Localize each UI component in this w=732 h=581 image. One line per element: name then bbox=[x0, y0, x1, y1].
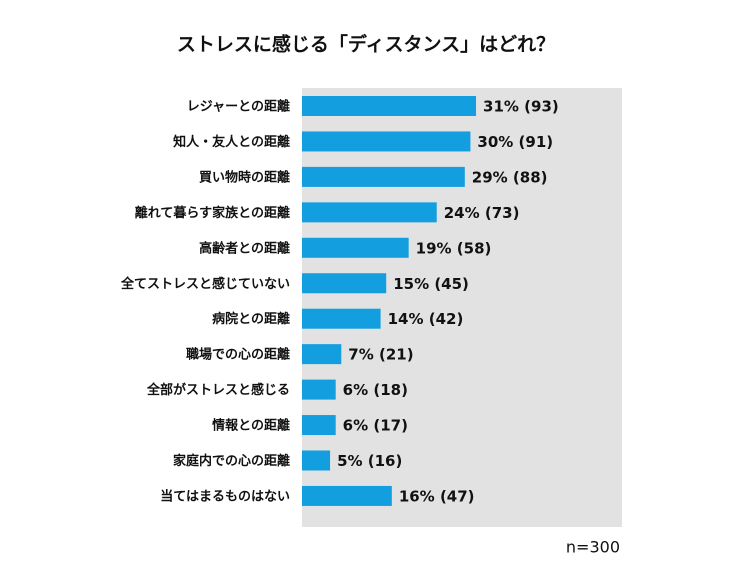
category-label: 全部がストレスと感じる bbox=[146, 382, 290, 398]
category-label: 情報との距離 bbox=[212, 418, 290, 434]
value-label: 5% (16) bbox=[337, 452, 402, 470]
bar bbox=[302, 485, 392, 506]
category-label: 知人・友人との距離 bbox=[173, 134, 290, 150]
bar bbox=[302, 450, 331, 471]
value-label: 29% (88) bbox=[472, 168, 548, 186]
value-label: 19% (58) bbox=[416, 239, 492, 257]
category-label: 買い物時の距離 bbox=[199, 169, 290, 185]
bar bbox=[302, 96, 477, 116]
plot-background bbox=[302, 88, 622, 527]
value-label: 14% (42) bbox=[388, 310, 464, 328]
sample-size: n=300 bbox=[566, 538, 620, 557]
bar bbox=[302, 202, 437, 223]
bar bbox=[302, 166, 465, 187]
category-label: 離れて暮らす家族との距離 bbox=[135, 205, 290, 221]
bar bbox=[302, 344, 342, 365]
value-label: 7% (21) bbox=[348, 346, 413, 364]
bar bbox=[302, 308, 381, 329]
value-label: 31% (93) bbox=[483, 98, 559, 116]
chart-title: ストレスに感じる「ディスタンス」はどれ？ bbox=[177, 33, 555, 56]
bar bbox=[302, 379, 336, 400]
value-label: 16% (47) bbox=[399, 487, 475, 505]
category-label: レジャーとの距離 bbox=[187, 99, 290, 115]
bar bbox=[302, 131, 471, 152]
value-label: 6% (17) bbox=[343, 417, 408, 435]
category-label: 家庭内での心の距離 bbox=[173, 453, 290, 469]
category-label: 全てストレスと感じていない bbox=[120, 276, 290, 292]
bar bbox=[302, 237, 409, 258]
bar bbox=[302, 273, 387, 294]
value-label: 30% (91) bbox=[477, 133, 553, 151]
bar bbox=[302, 415, 336, 436]
category-label: 高齢者との距離 bbox=[199, 240, 290, 256]
category-label: 職場での心の距離 bbox=[186, 347, 290, 363]
value-label: 6% (18) bbox=[343, 381, 408, 399]
value-label: 15% (45) bbox=[393, 275, 469, 293]
value-label: 24% (73) bbox=[444, 204, 520, 222]
category-label: 病院との距離 bbox=[212, 311, 290, 327]
category-label: 当てはまるものはない bbox=[160, 488, 290, 504]
